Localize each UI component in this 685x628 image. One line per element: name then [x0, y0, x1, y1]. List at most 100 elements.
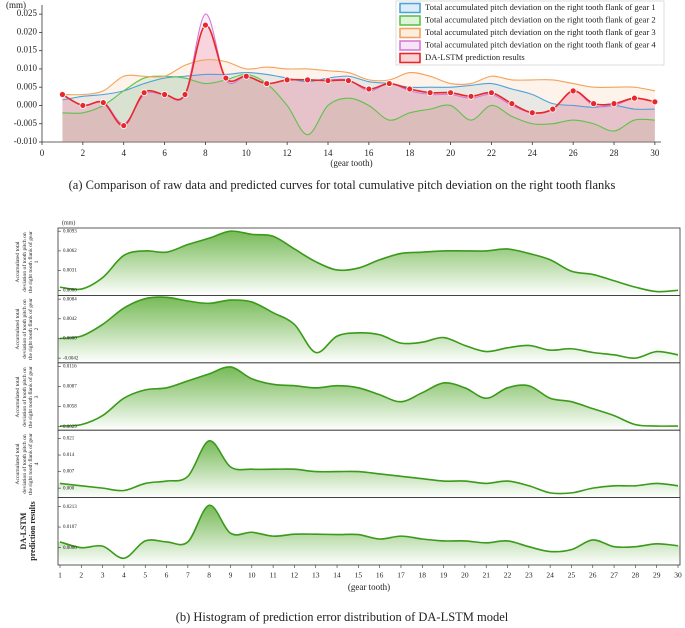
y-tick-label: 0.014 — [63, 453, 75, 458]
data-point — [549, 105, 557, 113]
y-tick-label: 0.0000 — [63, 546, 77, 551]
data-point — [263, 80, 271, 87]
y-tick-label: 0.0087 — [63, 385, 77, 390]
panel-area — [58, 297, 680, 363]
y-tick-label: 0.007 — [63, 470, 75, 475]
y-tick-label: 0.000 — [17, 100, 38, 110]
data-point — [161, 91, 168, 98]
data-point — [304, 76, 311, 84]
data-point — [59, 91, 66, 98]
x-tick-label: 26 — [569, 148, 579, 158]
y-tick-label: 0.0107 — [63, 525, 77, 530]
panel-area — [58, 231, 680, 296]
data-point — [79, 102, 87, 109]
data-point — [467, 92, 475, 100]
y-tick-label: 0.0093 — [63, 229, 77, 234]
x-tick-label: 1 — [58, 571, 62, 580]
x-tick-label: 8 — [203, 148, 208, 158]
x-tick-label: 4 — [122, 571, 126, 580]
y-tick-label: -0.0042 — [63, 356, 79, 361]
y-tick-label: 0.0031 — [63, 269, 77, 274]
legend-swatch — [399, 2, 421, 14]
legend-label: Total accumulated pitch deviation on the… — [425, 27, 656, 37]
x-tick-label: 10 — [242, 148, 252, 158]
series-line — [62, 59, 655, 96]
series-line — [62, 72, 655, 110]
y-tick-label: 0.0084 — [63, 297, 77, 302]
x-tick-label: 21 — [482, 571, 490, 580]
data-point — [590, 100, 597, 108]
y-tick-label: 0.0042 — [63, 317, 77, 322]
x-tick-label: 16 — [364, 148, 374, 158]
data-point — [324, 77, 332, 85]
data-point — [365, 85, 373, 93]
y-tick-label: -0.010 — [14, 136, 38, 146]
data-point — [651, 98, 659, 106]
x-tick-label: 20 — [461, 571, 469, 580]
x-tick-label: 26 — [589, 571, 597, 580]
panel-y-label: Accumulated total deviation of tooth pit… — [15, 365, 41, 428]
x-tick-label: 16 — [376, 571, 384, 580]
x-tick-label: 2 — [79, 571, 83, 580]
x-tick-label: 9 — [229, 571, 233, 580]
data-point — [181, 91, 189, 98]
x-tick-label: 12 — [283, 148, 292, 158]
x-tick-label: 18 — [405, 148, 415, 158]
data-point — [631, 94, 638, 102]
x-tick-label: 14 — [324, 148, 334, 158]
x-tick-label: 22 — [487, 148, 496, 158]
x-tick-label: 6 — [162, 148, 167, 158]
data-point — [242, 72, 250, 80]
x-tick-label: 20 — [446, 148, 456, 158]
x-tick-label: 24 — [546, 571, 554, 580]
y-axis-label: (mm) — [6, 0, 26, 10]
panel-line — [59, 504, 679, 560]
panel-y-label: Accumulated total deviation of tooth pit… — [15, 433, 41, 495]
data-point — [447, 89, 454, 97]
x-tick-label: 15 — [355, 571, 363, 580]
y-tick-label: 0.015 — [17, 45, 38, 55]
x-tick-label: 30 — [674, 571, 682, 580]
y-tick-label: 0.0029 — [63, 425, 77, 430]
x-tick-label: 4 — [121, 148, 126, 158]
data-point — [222, 74, 230, 82]
legend-swatch — [399, 27, 421, 39]
panel-line — [59, 440, 679, 495]
x-tick-label: 7 — [186, 571, 190, 580]
x-tick-label: 23 — [525, 571, 533, 580]
series-area — [62, 72, 655, 142]
data-point — [488, 89, 495, 97]
y-tick-label: 0.021 — [63, 437, 75, 442]
x-tick-label: 6 — [165, 571, 169, 580]
y-tick-label: 0.0000 — [63, 337, 77, 342]
y-tick-label: 0.005 — [17, 81, 38, 91]
data-point — [120, 122, 128, 129]
chart-title: (a) Comparison of raw data and predicted… — [69, 178, 616, 192]
data-point — [99, 99, 107, 106]
data-point — [283, 76, 291, 84]
x-tick-label: 18 — [419, 571, 427, 580]
legend-swatch — [399, 40, 421, 51]
panel-area — [58, 366, 680, 431]
panel-y-label: DA-LSTM prediction results — [19, 501, 37, 562]
x-tick-label: 28 — [632, 571, 640, 580]
panel-frame — [57, 497, 681, 566]
legend-label: Total accumulated pitch deviation on the… — [425, 39, 656, 49]
panel-area — [58, 505, 680, 565]
y-tick-label: 0.0000 — [63, 288, 77, 293]
x-tick-label: 13 — [312, 571, 320, 580]
x-tick-label: 30 — [650, 148, 660, 158]
x-tick-label: 28 — [610, 148, 620, 158]
legend-label: Total accumulated pitch deviation on the… — [425, 2, 656, 12]
data-point — [202, 21, 209, 29]
x-tick-label: 11 — [269, 571, 276, 580]
legend-label: Total accumulated pitch deviation on the… — [425, 14, 656, 24]
panel-area — [58, 440, 680, 498]
panel-y-label: Accumulated total deviation of tooth pit… — [15, 298, 41, 360]
x-tick-label: 25 — [568, 571, 576, 580]
data-point — [385, 80, 393, 87]
x-tick-label: 22 — [504, 571, 512, 580]
y-tick-label: 0.0213 — [63, 505, 77, 510]
